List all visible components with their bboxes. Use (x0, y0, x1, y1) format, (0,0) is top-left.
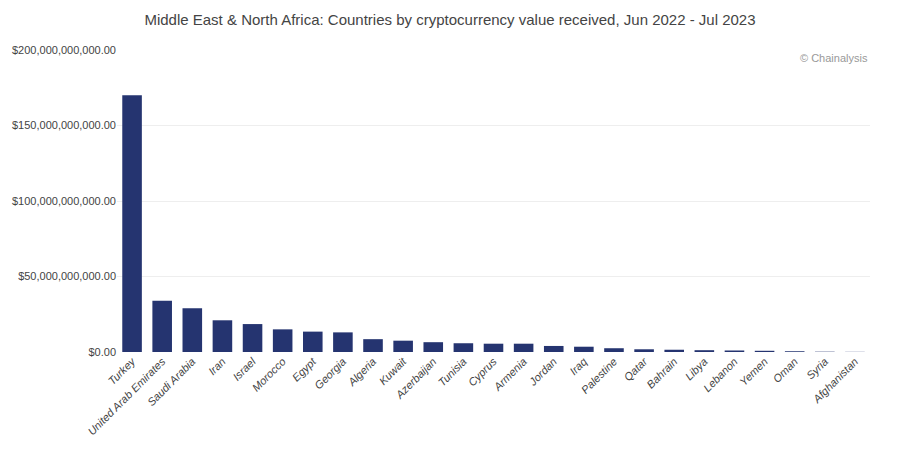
svg-text:Bahrain: Bahrain (644, 355, 679, 390)
svg-text:$100,000,000,000.00: $100,000,000,000.00 (12, 195, 116, 207)
svg-text:Israel: Israel (230, 355, 258, 383)
svg-text:Saudi Arabia: Saudi Arabia (145, 355, 198, 408)
svg-text:Syria: Syria (804, 355, 830, 381)
svg-text:Morocco: Morocco (250, 355, 288, 393)
svg-text:Algeria: Algeria (345, 355, 378, 388)
svg-text:Palestine: Palestine (579, 355, 619, 395)
svg-text:United Arab Emirates: United Arab Emirates (85, 355, 167, 437)
svg-text:© Chainalysis: © Chainalysis (800, 52, 868, 64)
svg-text:Georgia: Georgia (312, 355, 348, 391)
svg-text:Middle East & North Africa: Co: Middle East & North Africa: Countries by… (144, 11, 755, 28)
svg-text:$0.00: $0.00 (88, 346, 116, 358)
svg-text:Iraq: Iraq (567, 355, 590, 378)
svg-text:Afghanistan: Afghanistan (810, 355, 860, 405)
svg-text:Egypt: Egypt (290, 355, 319, 384)
svg-text:$150,000,000,000.00: $150,000,000,000.00 (12, 119, 116, 131)
svg-text:Cyprus: Cyprus (466, 355, 499, 388)
svg-text:Armenia: Armenia (491, 355, 529, 393)
svg-text:Libya: Libya (683, 355, 710, 382)
svg-text:Tunisia: Tunisia (436, 355, 469, 388)
svg-text:Iran: Iran (206, 355, 228, 377)
svg-text:Oman: Oman (770, 355, 800, 385)
svg-text:Yemen: Yemen (737, 355, 770, 388)
svg-text:Kuwait: Kuwait (377, 355, 409, 387)
svg-text:Qatar: Qatar (621, 354, 650, 383)
svg-text:$50,000,000,000.00: $50,000,000,000.00 (18, 270, 116, 282)
svg-text:$200,000,000,000.00: $200,000,000,000.00 (12, 44, 116, 56)
svg-text:Turkey: Turkey (106, 354, 139, 387)
svg-text:Azerbaijan: Azerbaijan (393, 355, 439, 401)
svg-text:Jordan: Jordan (526, 355, 559, 388)
svg-text:Lebanon: Lebanon (701, 355, 740, 394)
